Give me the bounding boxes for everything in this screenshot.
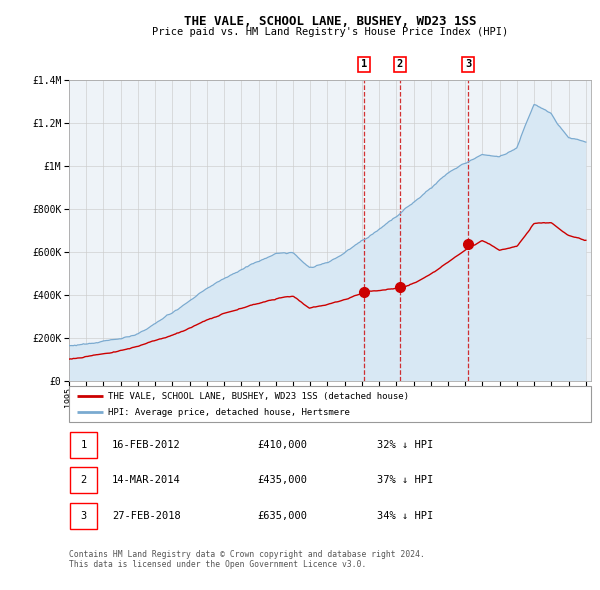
Text: 37% ↓ HPI: 37% ↓ HPI <box>377 476 433 485</box>
Text: 1: 1 <box>80 440 87 450</box>
FancyBboxPatch shape <box>70 432 97 458</box>
Text: £635,000: £635,000 <box>257 511 307 520</box>
Text: 14-MAR-2014: 14-MAR-2014 <box>112 476 181 485</box>
Text: 3: 3 <box>465 59 471 69</box>
Text: 3: 3 <box>80 511 87 520</box>
Text: 1: 1 <box>361 59 367 69</box>
Text: 32% ↓ HPI: 32% ↓ HPI <box>377 440 433 450</box>
Text: THE VALE, SCHOOL LANE, BUSHEY, WD23 1SS (detached house): THE VALE, SCHOOL LANE, BUSHEY, WD23 1SS … <box>108 392 409 401</box>
Text: 34% ↓ HPI: 34% ↓ HPI <box>377 511 433 520</box>
Text: 16-FEB-2012: 16-FEB-2012 <box>112 440 181 450</box>
Text: THE VALE, SCHOOL LANE, BUSHEY, WD23 1SS: THE VALE, SCHOOL LANE, BUSHEY, WD23 1SS <box>184 15 476 28</box>
Text: £410,000: £410,000 <box>257 440 307 450</box>
Text: £435,000: £435,000 <box>257 476 307 485</box>
FancyBboxPatch shape <box>70 503 97 529</box>
Text: 2: 2 <box>397 59 403 69</box>
Text: HPI: Average price, detached house, Hertsmere: HPI: Average price, detached house, Hert… <box>108 408 350 417</box>
Text: 2: 2 <box>80 476 87 485</box>
FancyBboxPatch shape <box>70 467 97 493</box>
Text: Contains HM Land Registry data © Crown copyright and database right 2024.
This d: Contains HM Land Registry data © Crown c… <box>69 550 425 569</box>
Text: Price paid vs. HM Land Registry's House Price Index (HPI): Price paid vs. HM Land Registry's House … <box>152 27 508 37</box>
Text: 27-FEB-2018: 27-FEB-2018 <box>112 511 181 520</box>
FancyBboxPatch shape <box>69 386 591 422</box>
